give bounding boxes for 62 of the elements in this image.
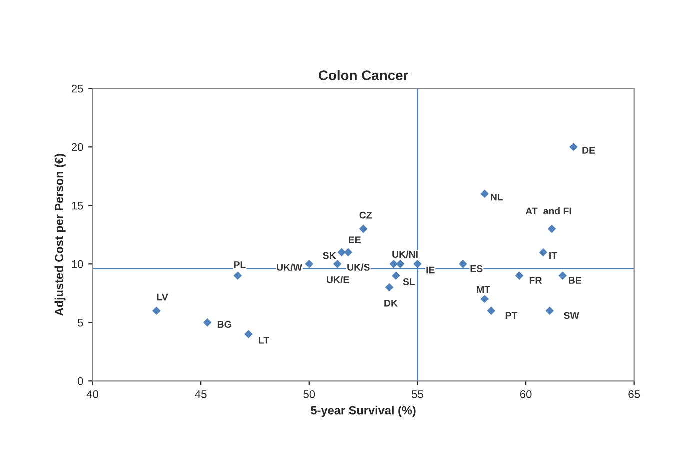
annotation: MT	[477, 286, 490, 294]
annotation: BG	[218, 321, 232, 328]
y-tick-label: 15	[72, 202, 84, 210]
annotation: LV	[157, 294, 168, 301]
point	[305, 260, 314, 268]
annotation: DK	[384, 300, 398, 307]
annotation: DE	[582, 147, 596, 154]
x-tick-label: 60	[520, 390, 532, 398]
annotation: PL	[234, 262, 246, 268]
x-tick-label: 55	[412, 390, 424, 398]
y-tick-label: 20	[72, 143, 84, 152]
annotation: IT	[550, 252, 558, 260]
point	[385, 283, 394, 292]
x-tick-label: 65	[628, 390, 640, 398]
point	[203, 318, 212, 327]
y-tick-label: 0	[78, 377, 84, 386]
annotation: SW	[564, 312, 580, 320]
point	[344, 248, 353, 257]
point	[244, 330, 253, 339]
point	[359, 224, 368, 234]
annotation: SK	[323, 252, 336, 260]
point	[558, 272, 568, 280]
annotation: LT	[259, 337, 270, 344]
y-tick-label: 5	[78, 319, 84, 327]
annotation: UK/W	[277, 264, 302, 272]
point	[480, 190, 490, 198]
annotation: SL	[403, 278, 416, 286]
annotation: CZ	[360, 212, 372, 219]
point	[515, 272, 524, 280]
point	[539, 248, 548, 257]
annotation: NL	[491, 194, 504, 201]
point	[338, 248, 346, 257]
point	[570, 142, 578, 152]
point	[152, 306, 161, 316]
point	[234, 272, 242, 280]
chart-title: Colon Cancer	[318, 70, 408, 80]
point	[392, 272, 400, 280]
x-tick-label: 40	[86, 390, 98, 398]
x-tick-label: 45	[195, 390, 207, 398]
y-axis-title: Adjusted Cost per Person (€)	[54, 154, 66, 316]
annotation: UK/E	[327, 276, 350, 284]
annotation: ES	[470, 265, 483, 272]
y-tick-label: 25	[72, 84, 84, 93]
point	[480, 295, 490, 304]
x-tick-label: 50	[304, 390, 316, 398]
point	[333, 260, 342, 268]
point	[487, 306, 496, 316]
annotation: UK/NI	[392, 250, 418, 258]
annotation: BE	[569, 277, 582, 284]
annotation: IE	[426, 266, 435, 274]
annotation: FR	[530, 277, 542, 284]
annotation: EE	[349, 236, 361, 244]
point	[396, 260, 405, 268]
annotation: AT and FI	[526, 207, 572, 215]
point	[459, 260, 468, 268]
point	[546, 306, 554, 316]
point	[548, 224, 556, 234]
annotation: PT	[506, 312, 518, 320]
point	[390, 260, 398, 268]
x-axis-title: 5-year Survival (%)	[311, 406, 416, 418]
y-tick-label: 10	[72, 260, 84, 268]
annotation: UK/S	[348, 264, 370, 272]
